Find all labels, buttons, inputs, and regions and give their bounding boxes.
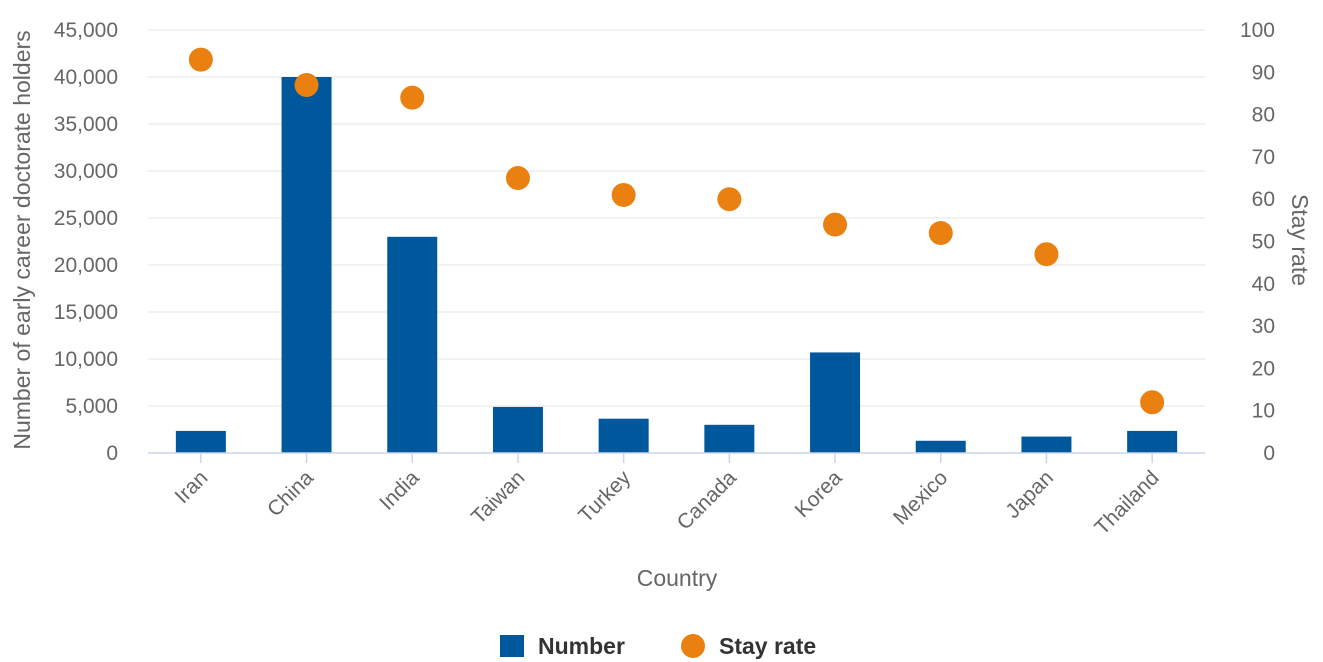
bar-canada[interactable] (704, 424, 755, 453)
x-tick-label: Mexico (889, 466, 952, 529)
x-tick-label: Korea (791, 466, 847, 522)
y2-tick-label: 50 (1252, 231, 1275, 254)
bar-series (175, 77, 1178, 453)
x-tick-label: Turkey (574, 466, 635, 527)
stay-rate-point-japan[interactable] (1034, 242, 1059, 267)
y2-tick-label: 80 (1252, 104, 1275, 127)
x-tick-label: China (263, 466, 318, 521)
bar-korea[interactable] (810, 352, 861, 453)
legend-item-stay-rate[interactable]: Stay rate (681, 633, 816, 659)
bar-china[interactable] (281, 77, 332, 453)
y2-tick-label: 70 (1252, 146, 1275, 169)
x-tick-label: Thailand (1090, 466, 1163, 539)
y2-tick-label: 0 (1263, 442, 1275, 465)
bar-japan[interactable] (1021, 436, 1072, 453)
y2-tick-label: 100 (1240, 19, 1275, 42)
stay-rate-point-taiwan[interactable] (505, 166, 530, 191)
y2-tick-label: 40 (1252, 273, 1275, 296)
y2-tick-label: 20 (1252, 357, 1275, 380)
legend-swatch-number (500, 635, 524, 657)
y2-tick-label: 90 (1252, 61, 1275, 84)
left-axis-ticks: 0 5,000 10,000 15,000 20,000 25,000 30,000 35,0… (54, 19, 118, 465)
legend-swatch-stay-rate (681, 634, 705, 658)
y-tick-label: 25,000 (54, 207, 118, 230)
x-tick-label: Taiwan (467, 466, 529, 528)
legend-item-number[interactable]: Number (500, 633, 625, 659)
x-tick-label: Japan (1001, 466, 1058, 523)
y-tick-label: 15,000 (54, 301, 118, 324)
stay-rate-point-canada[interactable] (717, 187, 742, 212)
y2-axis-title: Stay rate (1287, 194, 1313, 286)
stay-rate-point-india[interactable] (400, 85, 425, 110)
right-axis-ticks: 0 10 20 30 40 50 60 70 80 90 100 (1240, 19, 1275, 465)
x-tick-label: Iran (171, 466, 213, 508)
stay-rate-series (188, 47, 1165, 415)
y-tick-label: 35,000 (54, 113, 118, 136)
y2-tick-label: 10 (1252, 400, 1275, 423)
bar-mexico[interactable] (915, 440, 966, 453)
y-tick-label: 10,000 (54, 348, 118, 371)
stay-rate-point-china[interactable] (294, 72, 319, 97)
y-tick-label: 5,000 (65, 395, 118, 418)
y-tick-label: 0 (106, 442, 118, 465)
y-tick-label: 40,000 (54, 66, 118, 89)
y-axis-title: Number of early career doctorate holders (9, 30, 35, 449)
y2-tick-label: 60 (1252, 188, 1275, 211)
legend-label-number: Number (538, 633, 625, 659)
bar-iran[interactable] (175, 430, 226, 453)
x-axis-ticks: Iran China India Taiwan Turkey Canada Korea Mex… (171, 453, 1164, 540)
legend-label-stay-rate: Stay rate (719, 633, 816, 659)
x-tick-label: India (375, 466, 424, 515)
stay-rate-point-turkey[interactable] (611, 182, 636, 207)
y-tick-label: 20,000 (54, 254, 118, 277)
stay-rate-point-mexico[interactable] (928, 221, 953, 246)
bar-india[interactable] (387, 236, 438, 453)
x-axis-title: Country (637, 565, 718, 591)
y2-tick-label: 30 (1252, 315, 1275, 338)
x-tick-label: Canada (673, 466, 742, 535)
y-tick-label: 45,000 (54, 19, 118, 42)
stay-rate-point-iran[interactable] (188, 47, 213, 72)
bar-thailand[interactable] (1127, 430, 1178, 453)
stay-rate-point-korea[interactable] (823, 212, 848, 237)
bar-turkey[interactable] (598, 418, 649, 453)
stay-rate-point-thailand[interactable] (1140, 390, 1165, 415)
legend[interactable]: Number Stay rate (500, 633, 816, 659)
bar-taiwan[interactable] (492, 406, 543, 453)
y-tick-label: 30,000 (54, 160, 118, 183)
